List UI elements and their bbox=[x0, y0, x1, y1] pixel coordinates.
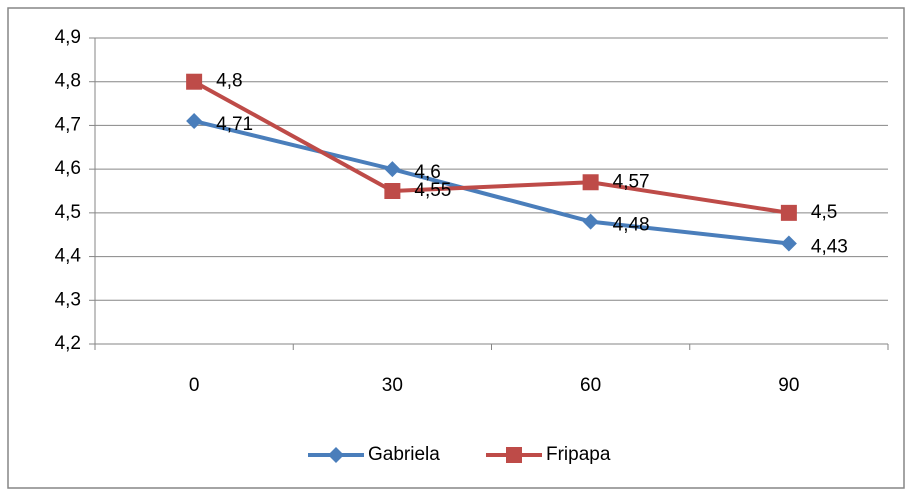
data-label: 4,48 bbox=[613, 215, 650, 236]
series-line bbox=[193, 119, 790, 246]
y-tick-label: 4,5 bbox=[55, 202, 81, 223]
y-tick-label: 4,9 bbox=[55, 27, 81, 48]
x-tick-label: 0 bbox=[189, 375, 200, 396]
data-label: 4,57 bbox=[613, 171, 650, 192]
y-tick-label: 4,2 bbox=[55, 333, 81, 354]
chart-frame bbox=[7, 7, 905, 489]
data-label: 4,8 bbox=[216, 71, 242, 92]
data-point bbox=[186, 73, 203, 90]
data-point bbox=[384, 161, 401, 178]
data-point bbox=[186, 113, 203, 130]
data-label: 4,6 bbox=[414, 162, 440, 183]
legend-marker bbox=[328, 447, 344, 463]
x-tick-label: 60 bbox=[580, 375, 601, 396]
x-tick-label: 90 bbox=[778, 375, 799, 396]
data-point bbox=[582, 174, 599, 191]
data-point bbox=[582, 213, 599, 230]
data-label: 4,55 bbox=[414, 180, 451, 201]
data-point bbox=[780, 235, 797, 252]
y-tick-label: 4,6 bbox=[55, 158, 81, 179]
data-label: 4,43 bbox=[811, 236, 848, 257]
legend-label: Fripapa bbox=[546, 444, 611, 465]
y-tick-label: 4,3 bbox=[55, 289, 81, 310]
y-tick-label: 4,7 bbox=[55, 114, 81, 135]
series-line bbox=[193, 79, 790, 215]
y-tick-label: 4,4 bbox=[55, 246, 82, 267]
x-tick-label: 30 bbox=[382, 375, 403, 396]
data-label: 4,5 bbox=[811, 202, 837, 223]
data-point bbox=[780, 204, 797, 221]
data-label: 4,71 bbox=[216, 114, 253, 135]
legend-marker bbox=[506, 447, 522, 463]
legend-label: Gabriela bbox=[368, 444, 440, 465]
y-tick-label: 4,8 bbox=[55, 71, 81, 92]
data-point bbox=[384, 183, 401, 199]
